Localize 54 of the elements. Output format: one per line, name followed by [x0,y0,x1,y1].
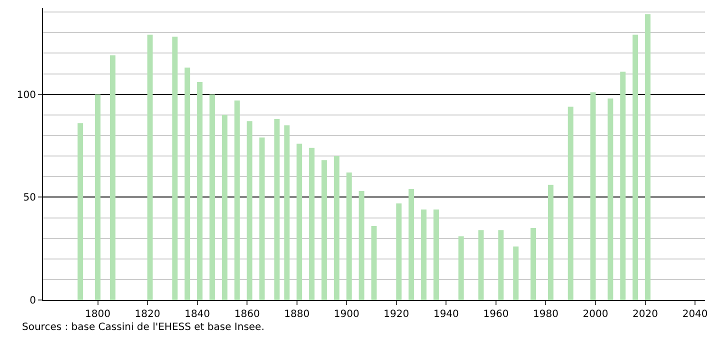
bar [568,106,574,300]
bar [172,36,178,300]
bar [78,123,84,300]
y-tick-label: 100 [16,90,36,101]
bar [110,55,116,300]
bar [210,94,215,300]
bar [421,210,427,300]
x-tick-label: 1920 [384,309,410,320]
x-tick-label: 1820 [134,309,160,320]
y-tick-label: 50 [23,192,36,204]
bar [498,230,504,300]
bar [346,172,352,300]
bar [608,98,614,300]
bar [234,100,240,300]
x-tick-label: 1960 [483,309,509,320]
bar [284,125,290,300]
bar [548,184,554,300]
x-tick-label: 2000 [582,309,608,320]
bar [433,210,439,300]
x-tick-label: 1900 [334,309,360,320]
bar [259,138,265,300]
x-tick-label: 1840 [184,309,210,320]
x-tick-label: 1800 [85,309,110,320]
x-tick-label: 2020 [632,309,658,320]
x-tick-label: 1880 [284,309,310,320]
bar [408,188,414,300]
bar [95,94,100,300]
bar [645,14,650,300]
bar [334,156,340,300]
bar [458,236,464,300]
bar [620,72,626,300]
x-tick-label: 2040 [682,309,708,320]
bar [222,114,228,300]
bar [396,203,402,300]
y-tick-label: 0 [30,296,36,306]
x-tick-label: 1980 [532,309,558,320]
x-tick-label: 1860 [234,309,260,320]
bar [274,119,280,300]
bar [309,148,315,300]
bar [246,121,252,300]
bar [197,82,203,300]
bar [478,230,484,300]
bar [513,246,519,300]
bar [371,226,377,300]
bar [358,191,364,300]
bar [590,92,596,300]
bar [184,68,190,300]
bar [632,34,638,300]
bar [296,144,302,300]
bar [530,228,536,300]
bar [147,34,153,300]
x-tick-label: 1940 [433,309,459,320]
source-note: Sources : base Cassini de l'EHESS et base Insee. [22,322,264,333]
bar [321,160,327,300]
